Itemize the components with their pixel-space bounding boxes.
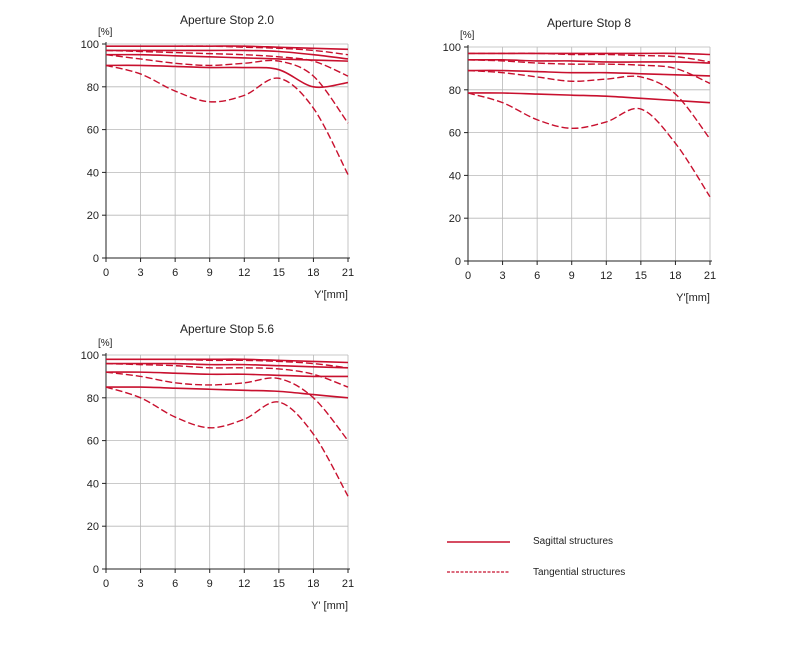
x-tick-label: 15 [273, 267, 285, 279]
y-axis-label: [%] [98, 338, 113, 349]
x-tick-label: 12 [600, 270, 612, 282]
y-axis-label: [%] [460, 30, 475, 41]
chart-panel-2: Aperture Stop 8 0 20 40 60 80 100 0 3 6 9 12 15 18 21 [… [443, 16, 716, 304]
x-tick-label: 0 [465, 270, 471, 282]
y-tick-label: 100 [443, 42, 461, 54]
y-tick-label: 60 [87, 125, 99, 137]
x-tick-label: 3 [500, 270, 506, 282]
x-tick-label: 9 [207, 267, 213, 279]
chart-title: Aperture Stop 8 [547, 16, 631, 30]
tangential-series-line [106, 45, 349, 56]
x-tick-label: 3 [138, 267, 144, 279]
sagittal-series-line [106, 49, 349, 60]
y-tick-label: 0 [93, 564, 99, 576]
x-axis-label: Y'[mm] [314, 289, 348, 301]
sagittal-series-line [105, 53, 349, 62]
legend-tangential-label: Tangential structures [533, 567, 625, 578]
tangential-series-line [105, 54, 349, 124]
tangential-series-line [468, 52, 711, 63]
x-tick-label: 0 [103, 267, 109, 279]
y-tick-label: 60 [449, 128, 461, 140]
tangential-series-line [105, 386, 349, 497]
y-tick-label: 0 [93, 253, 99, 265]
chart-title: Aperture Stop 5.6 [180, 322, 274, 336]
x-tick-label: 18 [669, 270, 681, 282]
x-tick-label: 15 [635, 270, 647, 282]
chart-panel-1: Aperture Stop 2.0 0 20 40 60 80 100 0 3 6 9 12 15 18 2… [81, 13, 354, 301]
y-tick-label: 60 [87, 436, 99, 448]
y-tick-label: 100 [81, 39, 99, 51]
y-tick-label: 40 [449, 170, 461, 182]
sagittal-series-line [467, 92, 711, 104]
x-tick-label: 18 [307, 267, 319, 279]
x-tick-label: 9 [569, 270, 575, 282]
tangential-series-line [105, 371, 349, 442]
x-tick-label: 0 [103, 578, 109, 590]
chart-title: Aperture Stop 2.0 [180, 13, 274, 27]
chart-panel-3: Aperture Stop 5.6 0 20 40 60 80 100 0 3 6 9 12 15 18 2… [81, 322, 354, 612]
x-tick-label: 21 [342, 267, 354, 279]
legend-sagittal-label: Sagittal structures [533, 536, 613, 547]
y-axis-label: [%] [98, 27, 113, 38]
sagittal-series-line [468, 52, 711, 56]
tangential-series-line [105, 64, 349, 175]
x-axis-label: Y' [mm] [311, 600, 348, 612]
sagittal-series-line [467, 58, 711, 64]
y-tick-label: 20 [449, 213, 461, 225]
y-tick-label: 100 [81, 350, 99, 362]
tangential-series-line [467, 92, 711, 198]
x-tick-label: 15 [273, 578, 285, 590]
tangential-series-line [105, 362, 349, 388]
x-axis-label: Y'[mm] [676, 292, 710, 304]
tangential-series-line [106, 358, 349, 369]
tangential-series-line [467, 69, 711, 140]
x-tick-label: 6 [534, 270, 540, 282]
x-tick-label: 6 [172, 267, 178, 279]
sagittal-series-line [105, 386, 349, 399]
tangential-series-line [467, 59, 711, 85]
y-tick-label: 40 [87, 478, 99, 490]
x-tick-label: 9 [207, 578, 213, 590]
y-tick-label: 20 [87, 521, 99, 533]
sagittal-series-line [106, 358, 349, 364]
y-tick-label: 80 [87, 393, 99, 405]
x-tick-label: 12 [238, 267, 250, 279]
x-tick-label: 18 [307, 578, 319, 590]
legend: Sagittal structures Tangential structure… [447, 536, 625, 578]
x-tick-label: 3 [138, 578, 144, 590]
y-tick-label: 20 [87, 210, 99, 222]
y-tick-label: 40 [87, 167, 99, 179]
sagittal-series-line [467, 69, 711, 77]
x-tick-label: 6 [172, 578, 178, 590]
x-tick-label: 21 [704, 270, 716, 282]
y-tick-label: 80 [87, 82, 99, 94]
y-tick-label: 0 [455, 256, 461, 268]
sagittal-series-line [105, 362, 349, 369]
x-tick-label: 12 [238, 578, 250, 590]
y-tick-label: 80 [449, 85, 461, 97]
sagittal-series-line [105, 64, 349, 89]
sagittal-series-line [105, 371, 349, 378]
x-tick-label: 21 [342, 578, 354, 590]
